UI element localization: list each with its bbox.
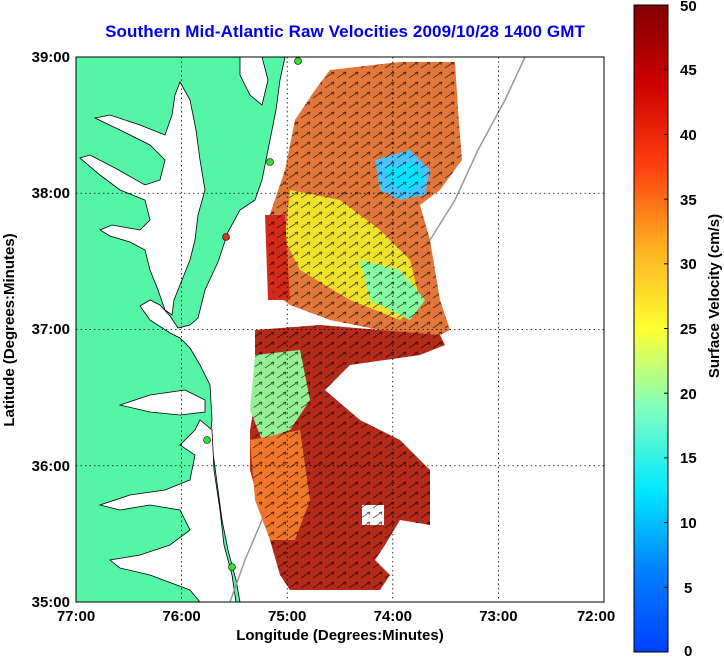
x-tick-label: 75:00 (268, 608, 306, 625)
x-tick-label: 74:00 (374, 608, 412, 625)
x-tick-label: 77:00 (57, 608, 95, 625)
colorbar-tick-label: 40 (680, 127, 697, 144)
radar-site-marker (266, 158, 274, 166)
x-tick-label: 72:00 (577, 608, 615, 625)
grid-lines (76, 57, 604, 602)
colorbar-label: Surface Velocity (cm/s) (706, 214, 723, 378)
colorbar-tick-label: 0 (684, 643, 692, 659)
colorbar-tick-label: 20 (680, 386, 697, 403)
chesapeake-bay (79, 81, 206, 316)
radar-site-marker (228, 563, 236, 571)
y-tick-label: 35:00 (32, 594, 70, 611)
x-axis-label: Longitude (Degrees:Minutes) (236, 627, 444, 644)
colorbar-ticks (664, 4, 668, 653)
delaware-bay (239, 57, 269, 106)
colorbar-tick-label: 10 (680, 515, 697, 532)
y-axis-ticks: 39:00 38:00 37:00 36:00 35:00 (32, 49, 70, 611)
colorbar-tick-label: 35 (680, 192, 697, 209)
colorbar (633, 4, 669, 653)
colorbar-tick-label: 5 (684, 580, 692, 597)
radar-site-marker (294, 57, 302, 65)
map-title: Southern Mid-Atlantic Raw Velocities 200… (105, 22, 585, 41)
x-axis-ticks: 77:00 76:00 75:00 74:00 73:00 72:00 (57, 608, 615, 625)
y-tick-label: 38:00 (32, 185, 70, 202)
x-tick-label: 73:00 (479, 608, 517, 625)
y-axis-label: Latitude (Degrees:Minutes) (1, 233, 18, 426)
colorbar-tick-labels: 50 45 40 35 30 25 20 15 10 5 0 (680, 0, 697, 659)
colorbar-tick-label: 50 (680, 0, 697, 15)
y-tick-label: 36:00 (32, 458, 70, 475)
colorbar-tick-label: 30 (680, 256, 697, 273)
radar-site-marker (203, 436, 211, 444)
radar-site-marker (222, 233, 230, 241)
velocity-arrows (250, 62, 462, 590)
y-tick-label: 39:00 (32, 49, 70, 66)
colorbar-tick-label: 15 (680, 450, 697, 467)
colorbar-tick-label: 25 (680, 321, 697, 338)
y-tick-label: 37:00 (32, 321, 70, 338)
x-tick-label: 76:00 (162, 608, 200, 625)
albemarle-sound (118, 389, 206, 416)
colorbar-tick-label: 45 (680, 62, 697, 79)
